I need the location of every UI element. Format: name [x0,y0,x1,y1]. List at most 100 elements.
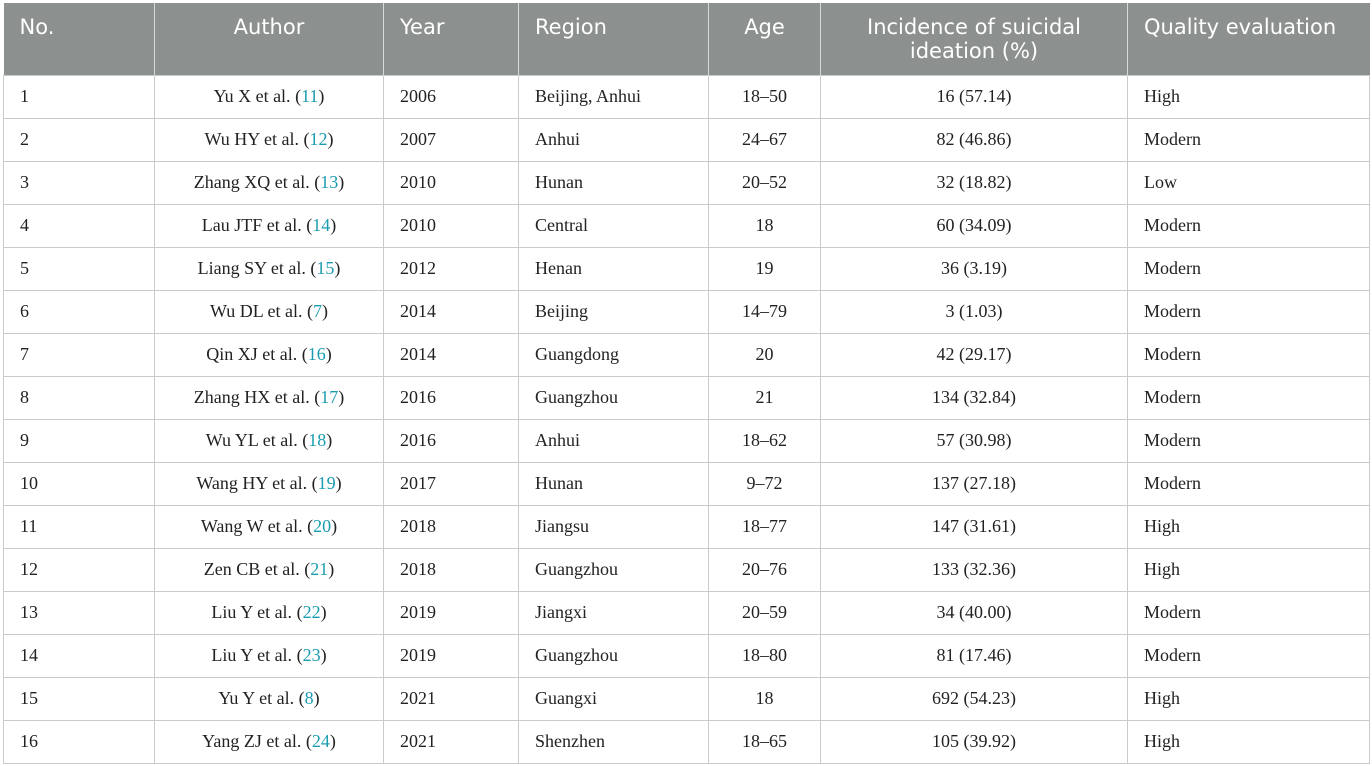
cell-incidence: 81 (17.46) [820,633,1128,678]
reference-link[interactable]: 21 [310,559,329,579]
cell-age: 18–80 [708,633,821,678]
table-row: 7 Qin XJ et al. (16) 2014 Guangdong 20 42 (29… [3,332,1370,377]
cell-region: Hunan [518,461,709,506]
reference-link[interactable]: 20 [313,516,332,536]
author-name: Liu Y et al. [211,602,293,622]
reference-link[interactable]: 22 [302,602,321,622]
cell-region: Guangzhou [518,547,709,592]
header-age: Age [708,3,821,75]
cell-incidence: 34 (40.00) [820,590,1128,635]
cell-region: Guangzhou [518,375,709,420]
cell-no: 8 [3,375,155,420]
cell-author: Wang HY et al. (19) [154,461,384,506]
cell-quality: High [1127,74,1370,119]
reference-link[interactable]: 18 [308,430,327,450]
table-row: 8 Zhang HX et al. (17) 2016 Guangzhou 21 134 … [3,375,1370,420]
author-name: Yang ZJ et al. [202,731,302,751]
cell-no: 12 [3,547,155,592]
cell-age: 19 [708,246,821,291]
cell-age: 18–65 [708,719,821,764]
cell-author: Yang ZJ et al. (24) [154,719,384,764]
cell-year: 2017 [383,461,519,506]
cell-age: 18 [708,676,821,721]
reference-link[interactable]: 13 [320,172,339,192]
header-quality: Quality evaluation [1127,3,1370,75]
cell-incidence: 32 (18.82) [820,160,1128,205]
reference-link[interactable]: 19 [317,473,336,493]
author-name: Liu Y et al. [211,645,293,665]
cell-age: 18–77 [708,504,821,549]
cell-incidence: 105 (39.92) [820,719,1128,764]
author-name: Yu X et al. [213,86,291,106]
cell-region: Beijing [518,289,709,334]
cell-region: Anhui [518,418,709,463]
cell-quality: Modern [1127,203,1370,248]
reference-link[interactable]: 12 [309,129,328,149]
cell-quality: Modern [1127,246,1370,291]
header-region: Region [518,3,709,75]
cell-incidence: 133 (32.36) [820,547,1128,592]
author-name: Wu YL et al. [205,430,298,450]
cell-year: 2010 [383,203,519,248]
cell-region: Jiangxi [518,590,709,635]
cell-no: 16 [3,719,155,764]
cell-incidence: 60 (34.09) [820,203,1128,248]
cell-no: 11 [3,504,155,549]
cell-no: 15 [3,676,155,721]
cell-region: Shenzhen [518,719,709,764]
cell-author: Yu Y et al. (8) [154,676,384,721]
table-row: 6 Wu DL et al. (7) 2014 Beijing 14–79 3 (1.03… [3,289,1370,334]
cell-quality: Modern [1127,332,1370,377]
table-row: 16 Yang ZJ et al. (24) 2021 Shenzhen 18–65 10… [3,719,1370,764]
cell-quality: Modern [1127,289,1370,334]
cell-quality: High [1127,719,1370,764]
table-row: 2 Wu HY et al. (12) 2007 Anhui 24–67 82 (46.8… [3,117,1370,162]
cell-incidence: 16 (57.14) [820,74,1128,119]
cell-incidence: 42 (29.17) [820,332,1128,377]
cell-region: Beijing, Anhui [518,74,709,119]
cell-no: 9 [3,418,155,463]
reference-link[interactable]: 16 [307,344,326,364]
cell-incidence: 57 (30.98) [820,418,1128,463]
reference-link[interactable]: 24 [311,731,330,751]
reference-link[interactable]: 17 [320,387,339,407]
cell-year: 2018 [383,504,519,549]
table-row: 10 Wang HY et al. (19) 2017 Hunan 9–72 137 (2… [3,461,1370,506]
cell-year: 2006 [383,74,519,119]
cell-no: 10 [3,461,155,506]
cell-year: 2021 [383,719,519,764]
table-row: 14 Liu Y et al. (23) 2019 Guangzhou 18–80 81 … [3,633,1370,678]
reference-link[interactable]: 14 [312,215,331,235]
cell-author: Wu HY et al. (12) [154,117,384,162]
cell-region: Guangzhou [518,633,709,678]
cell-region: Henan [518,246,709,291]
table-row: 9 Wu YL et al. (18) 2016 Anhui 18–62 57 (30.9… [3,418,1370,463]
table-row: 15 Yu Y et al. (8) 2021 Guangxi 18 692 (54.23… [3,676,1370,721]
cell-age: 21 [708,375,821,420]
cell-quality: Modern [1127,461,1370,506]
cell-incidence: 692 (54.23) [820,676,1128,721]
cell-quality: Modern [1127,117,1370,162]
reference-link[interactable]: 8 [304,688,314,708]
reference-link[interactable]: 23 [302,645,321,665]
cell-incidence: 36 (3.19) [820,246,1128,291]
cell-author: Wu YL et al. (18) [154,418,384,463]
cell-no: 14 [3,633,155,678]
cell-age: 18 [708,203,821,248]
cell-age: 20–59 [708,590,821,635]
table-row: 3 Zhang XQ et al. (13) 2010 Hunan 20–52 32 (1… [3,160,1370,205]
cell-incidence: 134 (32.84) [820,375,1128,420]
reference-link[interactable]: 7 [313,301,323,321]
author-name: Wu HY et al. [204,129,300,149]
table-row: 12 Zen CB et al. (21) 2018 Guangzhou 20–76 13… [3,547,1370,592]
cell-year: 2014 [383,332,519,377]
cell-year: 2019 [383,633,519,678]
reference-link[interactable]: 15 [316,258,335,278]
reference-link[interactable]: 11 [301,86,319,106]
cell-quality: High [1127,504,1370,549]
cell-author: Liang SY et al. (15) [154,246,384,291]
author-name: Zhang XQ et al. [193,172,310,192]
author-name: Liang SY et al. [197,258,306,278]
author-name: Zhang HX et al. [193,387,310,407]
table-row: 11 Wang W et al. (20) 2018 Jiangsu 18–77 147 … [3,504,1370,549]
